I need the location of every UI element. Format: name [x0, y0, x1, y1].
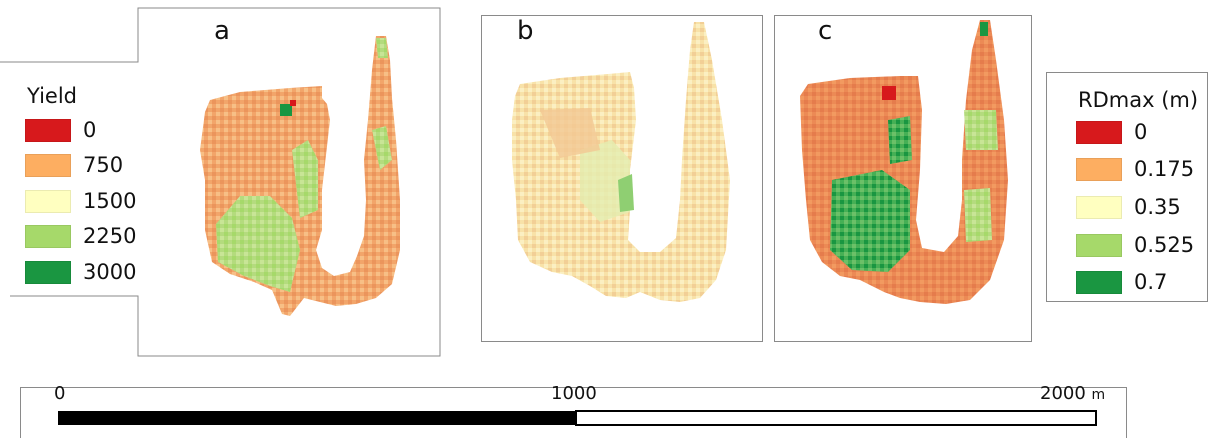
- rdmax-legend-item: 0.7: [1076, 270, 1167, 294]
- yield-legend-item: 2250: [25, 224, 136, 248]
- field-map-b: [512, 22, 730, 302]
- rdmax-legend-item: 0.525: [1076, 233, 1194, 257]
- yield-legend-item: 0: [25, 118, 96, 142]
- panel-label-c: c: [818, 16, 833, 46]
- scale-bar-black-segment: [58, 411, 576, 425]
- rdmax-label-0: 0: [1134, 120, 1148, 144]
- panel-a-frame: [0, 7, 441, 357]
- yield-label-0: 0: [83, 118, 97, 142]
- scale-label-0: 0: [54, 383, 66, 404]
- yield-swatch-1: [25, 153, 71, 177]
- scale-label-1000: 1000: [551, 383, 597, 404]
- yield-legend-item: 3000: [25, 260, 136, 284]
- rdmax-swatch-0: [1076, 120, 1122, 144]
- rdmax-legend-item: 0: [1076, 120, 1147, 144]
- yield-swatch-2: [25, 189, 71, 213]
- yield-swatch-3: [25, 224, 71, 248]
- rdmax-legend-item: 0.175: [1076, 157, 1194, 181]
- rdmax-label-3: 0.525: [1134, 233, 1195, 257]
- yield-legend-item: 1500: [25, 189, 136, 213]
- scale-bar-white-segment: [575, 410, 1097, 426]
- rdmax-legend-title: RDmax (m): [1078, 88, 1199, 112]
- scale-label-2000: 2000 m: [1040, 383, 1105, 404]
- yield-legend-item: 750: [25, 153, 123, 177]
- field-map-a: [200, 36, 400, 316]
- rdmax-legend-frame: [1046, 72, 1208, 302]
- scale-unit: m: [1091, 387, 1106, 403]
- rdmax-swatch-1: [1076, 157, 1122, 181]
- panel-label-b: b: [517, 16, 534, 46]
- rdmax-legend-item: 0.35: [1076, 195, 1181, 219]
- rdmax-label-4: 0.7: [1134, 270, 1168, 294]
- field-map-c: [800, 20, 1008, 304]
- yield-label-2: 1500: [83, 189, 137, 213]
- yield-label-3: 2250: [83, 224, 137, 248]
- rdmax-swatch-4: [1076, 270, 1122, 294]
- yield-swatch-0: [25, 118, 71, 142]
- rdmax-label-2: 0.35: [1134, 195, 1181, 219]
- rdmax-swatch-3: [1076, 233, 1122, 257]
- yield-legend-title: Yield: [27, 84, 77, 108]
- rdmax-label-1: 0.175: [1134, 157, 1195, 181]
- panel-label-a: a: [214, 16, 230, 46]
- yield-label-1: 750: [83, 153, 124, 177]
- yield-label-4: 3000: [83, 260, 137, 284]
- rdmax-swatch-2: [1076, 195, 1122, 219]
- yield-swatch-4: [25, 260, 71, 284]
- scale-label-2000-value: 2000: [1040, 383, 1086, 404]
